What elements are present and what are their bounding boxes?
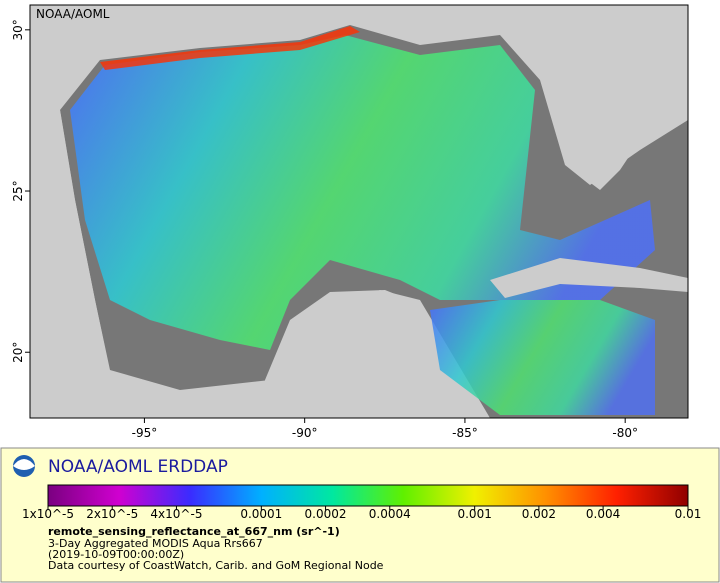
data-coverage xyxy=(70,35,655,350)
colorbar-tick-label: 4x10^-5 xyxy=(150,507,202,521)
colorbar-tick-label: 2x10^-5 xyxy=(86,507,138,521)
colorbar-tick-label: 0.001 xyxy=(457,507,491,521)
colorbar-tick-label: 0.0004 xyxy=(369,507,411,521)
x-tick-label: -90° xyxy=(292,426,318,440)
colorbar-tick-label: 0.01 xyxy=(675,507,702,521)
legend-panel xyxy=(0,447,720,583)
variable-name: remote_sensing_reflectance_at_667_nm (sr… xyxy=(48,525,340,538)
mexico xyxy=(30,90,270,418)
colorbar-tick-label: 0.0001 xyxy=(240,507,282,521)
colorbar-tick-label: 1x10^-5 xyxy=(22,507,74,521)
credit: Data courtesy of CoastWatch, Carib. and … xyxy=(48,559,384,572)
coast-red xyxy=(100,26,360,70)
legend-title: NOAA/AOML ERDDAP xyxy=(48,457,228,477)
description: 3-Day Aggregated MODIS Aqua Rrs667 xyxy=(48,537,263,550)
colorbar xyxy=(47,484,689,507)
y-tick-label: 20° xyxy=(11,342,25,363)
x-tick-label: -80° xyxy=(612,426,638,440)
data-coverage-south xyxy=(430,300,655,415)
map-frame xyxy=(29,4,689,419)
colorbar-tick-label: 0.0002 xyxy=(305,507,347,521)
y-tick-label: 25° xyxy=(11,180,25,201)
time: (2019-10-09T00:00:00Z) xyxy=(48,548,184,561)
florida xyxy=(500,5,688,190)
y-tick-label: 30° xyxy=(11,19,25,40)
x-tick-label: -95° xyxy=(132,426,158,440)
colorbar-tick-label: 0.002 xyxy=(522,507,556,521)
map-label: NOAA/AOML xyxy=(36,7,110,21)
cuba xyxy=(490,258,688,298)
noaa-logo-bird xyxy=(13,459,35,470)
x-tick-label: -85° xyxy=(452,426,478,440)
colorbar-tick-label: 0.004 xyxy=(586,507,620,521)
yucatan xyxy=(260,290,450,418)
